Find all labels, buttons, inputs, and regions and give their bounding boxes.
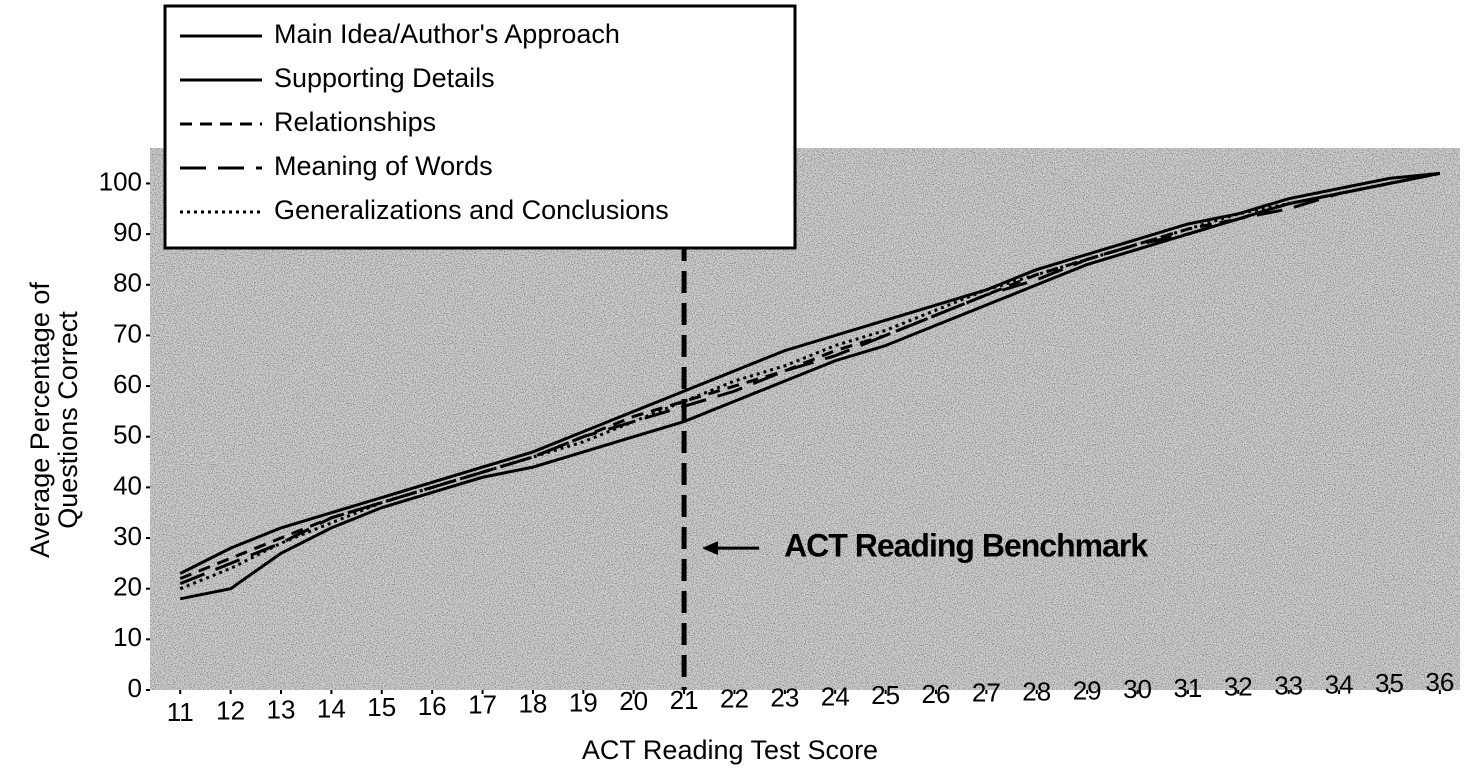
x-tick-label: 24	[821, 681, 850, 711]
x-tick-label: 13	[267, 694, 296, 724]
x-tick-label: 23	[770, 682, 799, 712]
y-axis-label: Questions Correct	[53, 311, 83, 529]
y-axis-label: Average Percentage of	[25, 282, 55, 558]
x-tick-label: 34	[1325, 669, 1354, 699]
x-tick-label: 11	[167, 697, 194, 727]
annotation-arrowhead	[702, 541, 719, 556]
legend-box	[163, 4, 797, 250]
y-tick-label: 30	[113, 521, 142, 551]
series-line	[179, 171, 1441, 586]
x-tick-label: 33	[1274, 670, 1303, 700]
x-tick-label: 15	[367, 692, 396, 722]
annotation: ACT Reading Benchmark	[784, 528, 1148, 564]
y-tick-label: 10	[113, 622, 142, 652]
x-tick-label: 22	[720, 684, 749, 714]
y-tick-label: 90	[113, 217, 142, 247]
legend-label: Meaning of Words	[274, 151, 493, 181]
x-tick-label: 31	[1173, 673, 1202, 703]
x-tick-label: 17	[468, 690, 497, 720]
x-tick-label: 16	[418, 691, 447, 721]
legend-label: Relationships	[274, 107, 436, 137]
legend-label: Generalizations and Conclusions	[274, 195, 669, 225]
y-tick-label: 20	[113, 572, 142, 602]
legend-label: Main Idea/Author's Approach	[274, 19, 620, 49]
x-tick-label: 12	[216, 696, 245, 726]
x-axis-label: ACT Reading Test Score	[582, 735, 878, 765]
series-line	[179, 171, 1441, 591]
y-tick-label: 40	[113, 470, 142, 500]
y-tick-label: 100	[99, 166, 142, 196]
x-tick-label: 30	[1123, 674, 1152, 704]
x-tick-label: 25	[871, 680, 900, 710]
y-tick-label: 70	[113, 318, 142, 348]
legend-label: Supporting Details	[274, 63, 495, 93]
x-tick-label: 32	[1224, 672, 1253, 702]
y-tick-label: 80	[113, 268, 142, 298]
y-tick-label: 0	[128, 673, 142, 703]
y-tick-label: 50	[113, 420, 142, 450]
x-tick-label: 14	[317, 693, 346, 723]
y-tick-label: 60	[113, 369, 142, 399]
